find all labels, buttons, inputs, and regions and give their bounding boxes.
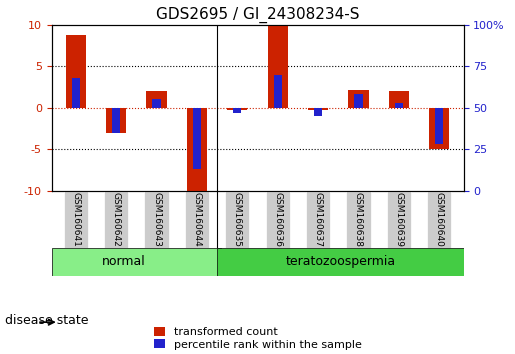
Bar xyxy=(268,25,288,108)
Bar xyxy=(146,91,167,108)
FancyBboxPatch shape xyxy=(387,191,411,248)
Text: teratozoospermia: teratozoospermia xyxy=(285,255,396,268)
Bar xyxy=(348,90,369,108)
Bar xyxy=(429,108,450,149)
Text: normal: normal xyxy=(102,255,146,268)
Bar xyxy=(389,91,409,108)
Text: GSM160640: GSM160640 xyxy=(435,192,444,247)
Text: GSM160642: GSM160642 xyxy=(112,192,121,247)
FancyBboxPatch shape xyxy=(64,191,88,248)
Bar xyxy=(112,108,120,133)
FancyBboxPatch shape xyxy=(306,191,330,248)
Text: GSM160644: GSM160644 xyxy=(193,192,201,247)
Text: GSM160641: GSM160641 xyxy=(71,192,80,247)
Text: GSM160643: GSM160643 xyxy=(152,192,161,247)
Bar xyxy=(65,35,86,108)
FancyBboxPatch shape xyxy=(347,191,371,248)
Bar xyxy=(354,95,363,108)
FancyBboxPatch shape xyxy=(266,191,290,248)
Text: GSM160638: GSM160638 xyxy=(354,192,363,247)
Bar xyxy=(227,108,247,110)
FancyBboxPatch shape xyxy=(225,191,249,248)
Text: GSM160635: GSM160635 xyxy=(233,192,242,247)
Text: disease state: disease state xyxy=(5,314,89,327)
FancyBboxPatch shape xyxy=(185,191,209,248)
Text: GSM160639: GSM160639 xyxy=(394,192,403,247)
Legend: transformed count, percentile rank within the sample: transformed count, percentile rank withi… xyxy=(150,324,365,353)
Bar xyxy=(395,103,403,108)
Bar xyxy=(233,108,242,113)
FancyBboxPatch shape xyxy=(427,191,451,248)
FancyBboxPatch shape xyxy=(104,191,128,248)
Bar xyxy=(435,108,443,144)
Bar xyxy=(152,99,161,108)
FancyBboxPatch shape xyxy=(217,248,464,276)
Text: GSM160636: GSM160636 xyxy=(273,192,282,247)
Title: GDS2695 / GI_24308234-S: GDS2695 / GI_24308234-S xyxy=(156,7,359,23)
Text: GSM160637: GSM160637 xyxy=(314,192,322,247)
Bar xyxy=(314,108,322,116)
Bar xyxy=(193,108,201,169)
Bar xyxy=(72,78,80,108)
Bar xyxy=(187,108,207,191)
Bar xyxy=(308,108,328,110)
Bar xyxy=(106,108,126,133)
FancyBboxPatch shape xyxy=(144,191,168,248)
FancyBboxPatch shape xyxy=(52,248,221,276)
Bar xyxy=(273,75,282,108)
